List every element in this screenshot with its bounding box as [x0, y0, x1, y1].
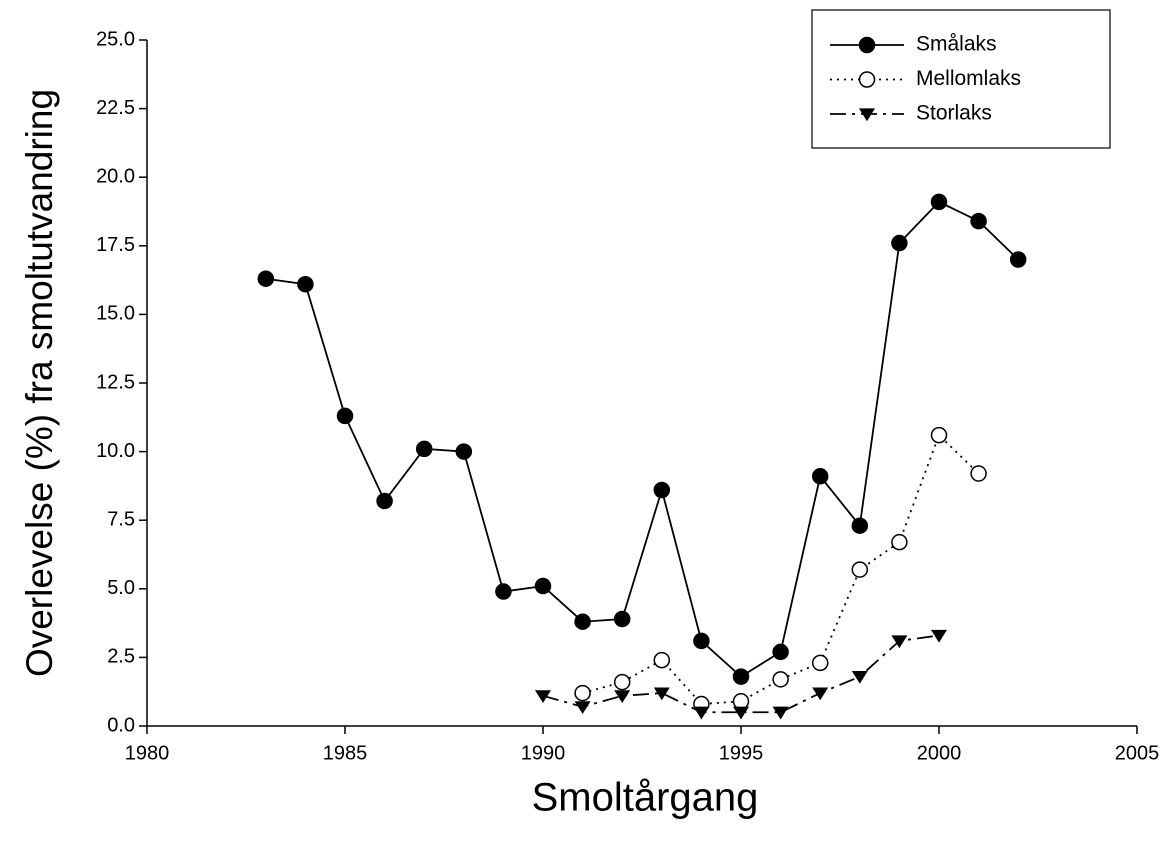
y-tick-label: 20.0 — [96, 165, 135, 187]
marker — [970, 212, 987, 230]
x-tick-label: 2000 — [917, 742, 962, 764]
y-tick-label: 17.5 — [96, 234, 135, 256]
marker — [930, 193, 948, 211]
marker — [930, 426, 948, 444]
marker — [891, 635, 908, 649]
y-tick-label: 2.5 — [107, 646, 135, 668]
marker — [535, 690, 551, 704]
marker — [1009, 251, 1027, 268]
marker — [653, 481, 671, 499]
legend-label: Mellomlaks — [916, 67, 1021, 90]
y-tick-label: 0.0 — [107, 714, 135, 736]
y-tick-label: 25.0 — [96, 28, 135, 50]
series-line — [265, 200, 1019, 678]
marker — [415, 440, 433, 458]
y-tick-label: 12.5 — [96, 371, 135, 393]
legend-label: Smålaks — [916, 33, 997, 56]
marker — [574, 684, 591, 702]
marker — [614, 690, 631, 704]
marker — [257, 270, 275, 287]
marker — [970, 465, 987, 482]
marker — [772, 706, 789, 720]
marker — [574, 701, 591, 714]
y-axis-label: Overlevelse (%) fra smoltutvandring — [19, 89, 60, 677]
marker — [772, 643, 789, 661]
legend-marker — [859, 108, 875, 122]
y-tick-label: 10.0 — [96, 440, 135, 462]
marker — [811, 468, 829, 485]
marker — [495, 583, 512, 600]
marker — [851, 561, 869, 578]
marker — [613, 610, 631, 628]
marker — [891, 533, 908, 551]
marker — [455, 443, 473, 460]
marker — [653, 687, 670, 701]
x-tick-label: 1980 — [125, 742, 170, 764]
marker — [534, 577, 552, 595]
marker — [376, 492, 393, 510]
y-tick-label: 5.0 — [107, 577, 135, 599]
marker — [851, 671, 868, 684]
x-axis-label: Smoltårgang — [532, 776, 759, 820]
marker — [653, 651, 671, 669]
marker — [693, 632, 710, 650]
marker — [732, 668, 750, 685]
x-tick-label: 1985 — [323, 742, 368, 764]
marker — [297, 275, 314, 293]
marker — [336, 407, 354, 425]
marker — [613, 673, 631, 691]
marker — [891, 234, 908, 252]
marker — [811, 654, 829, 672]
marker — [851, 517, 869, 534]
marker — [733, 706, 749, 720]
legend-marker — [858, 36, 876, 54]
marker — [931, 629, 947, 643]
marker — [812, 687, 829, 701]
legend-marker — [858, 71, 876, 88]
marker — [772, 671, 789, 688]
x-tick-label: 2005 — [1115, 742, 1160, 764]
y-tick-label: 7.5 — [107, 508, 135, 530]
series-line — [542, 634, 940, 714]
legend-label: Storlaks — [916, 102, 992, 125]
y-tick-label: 15.0 — [96, 303, 135, 325]
marker — [732, 693, 750, 710]
marker — [693, 706, 710, 720]
series-line — [582, 433, 980, 705]
y-tick-label: 22.5 — [96, 97, 135, 119]
x-tick-label: 1995 — [719, 742, 764, 764]
x-tick-label: 1990 — [521, 742, 566, 764]
marker — [574, 613, 591, 630]
